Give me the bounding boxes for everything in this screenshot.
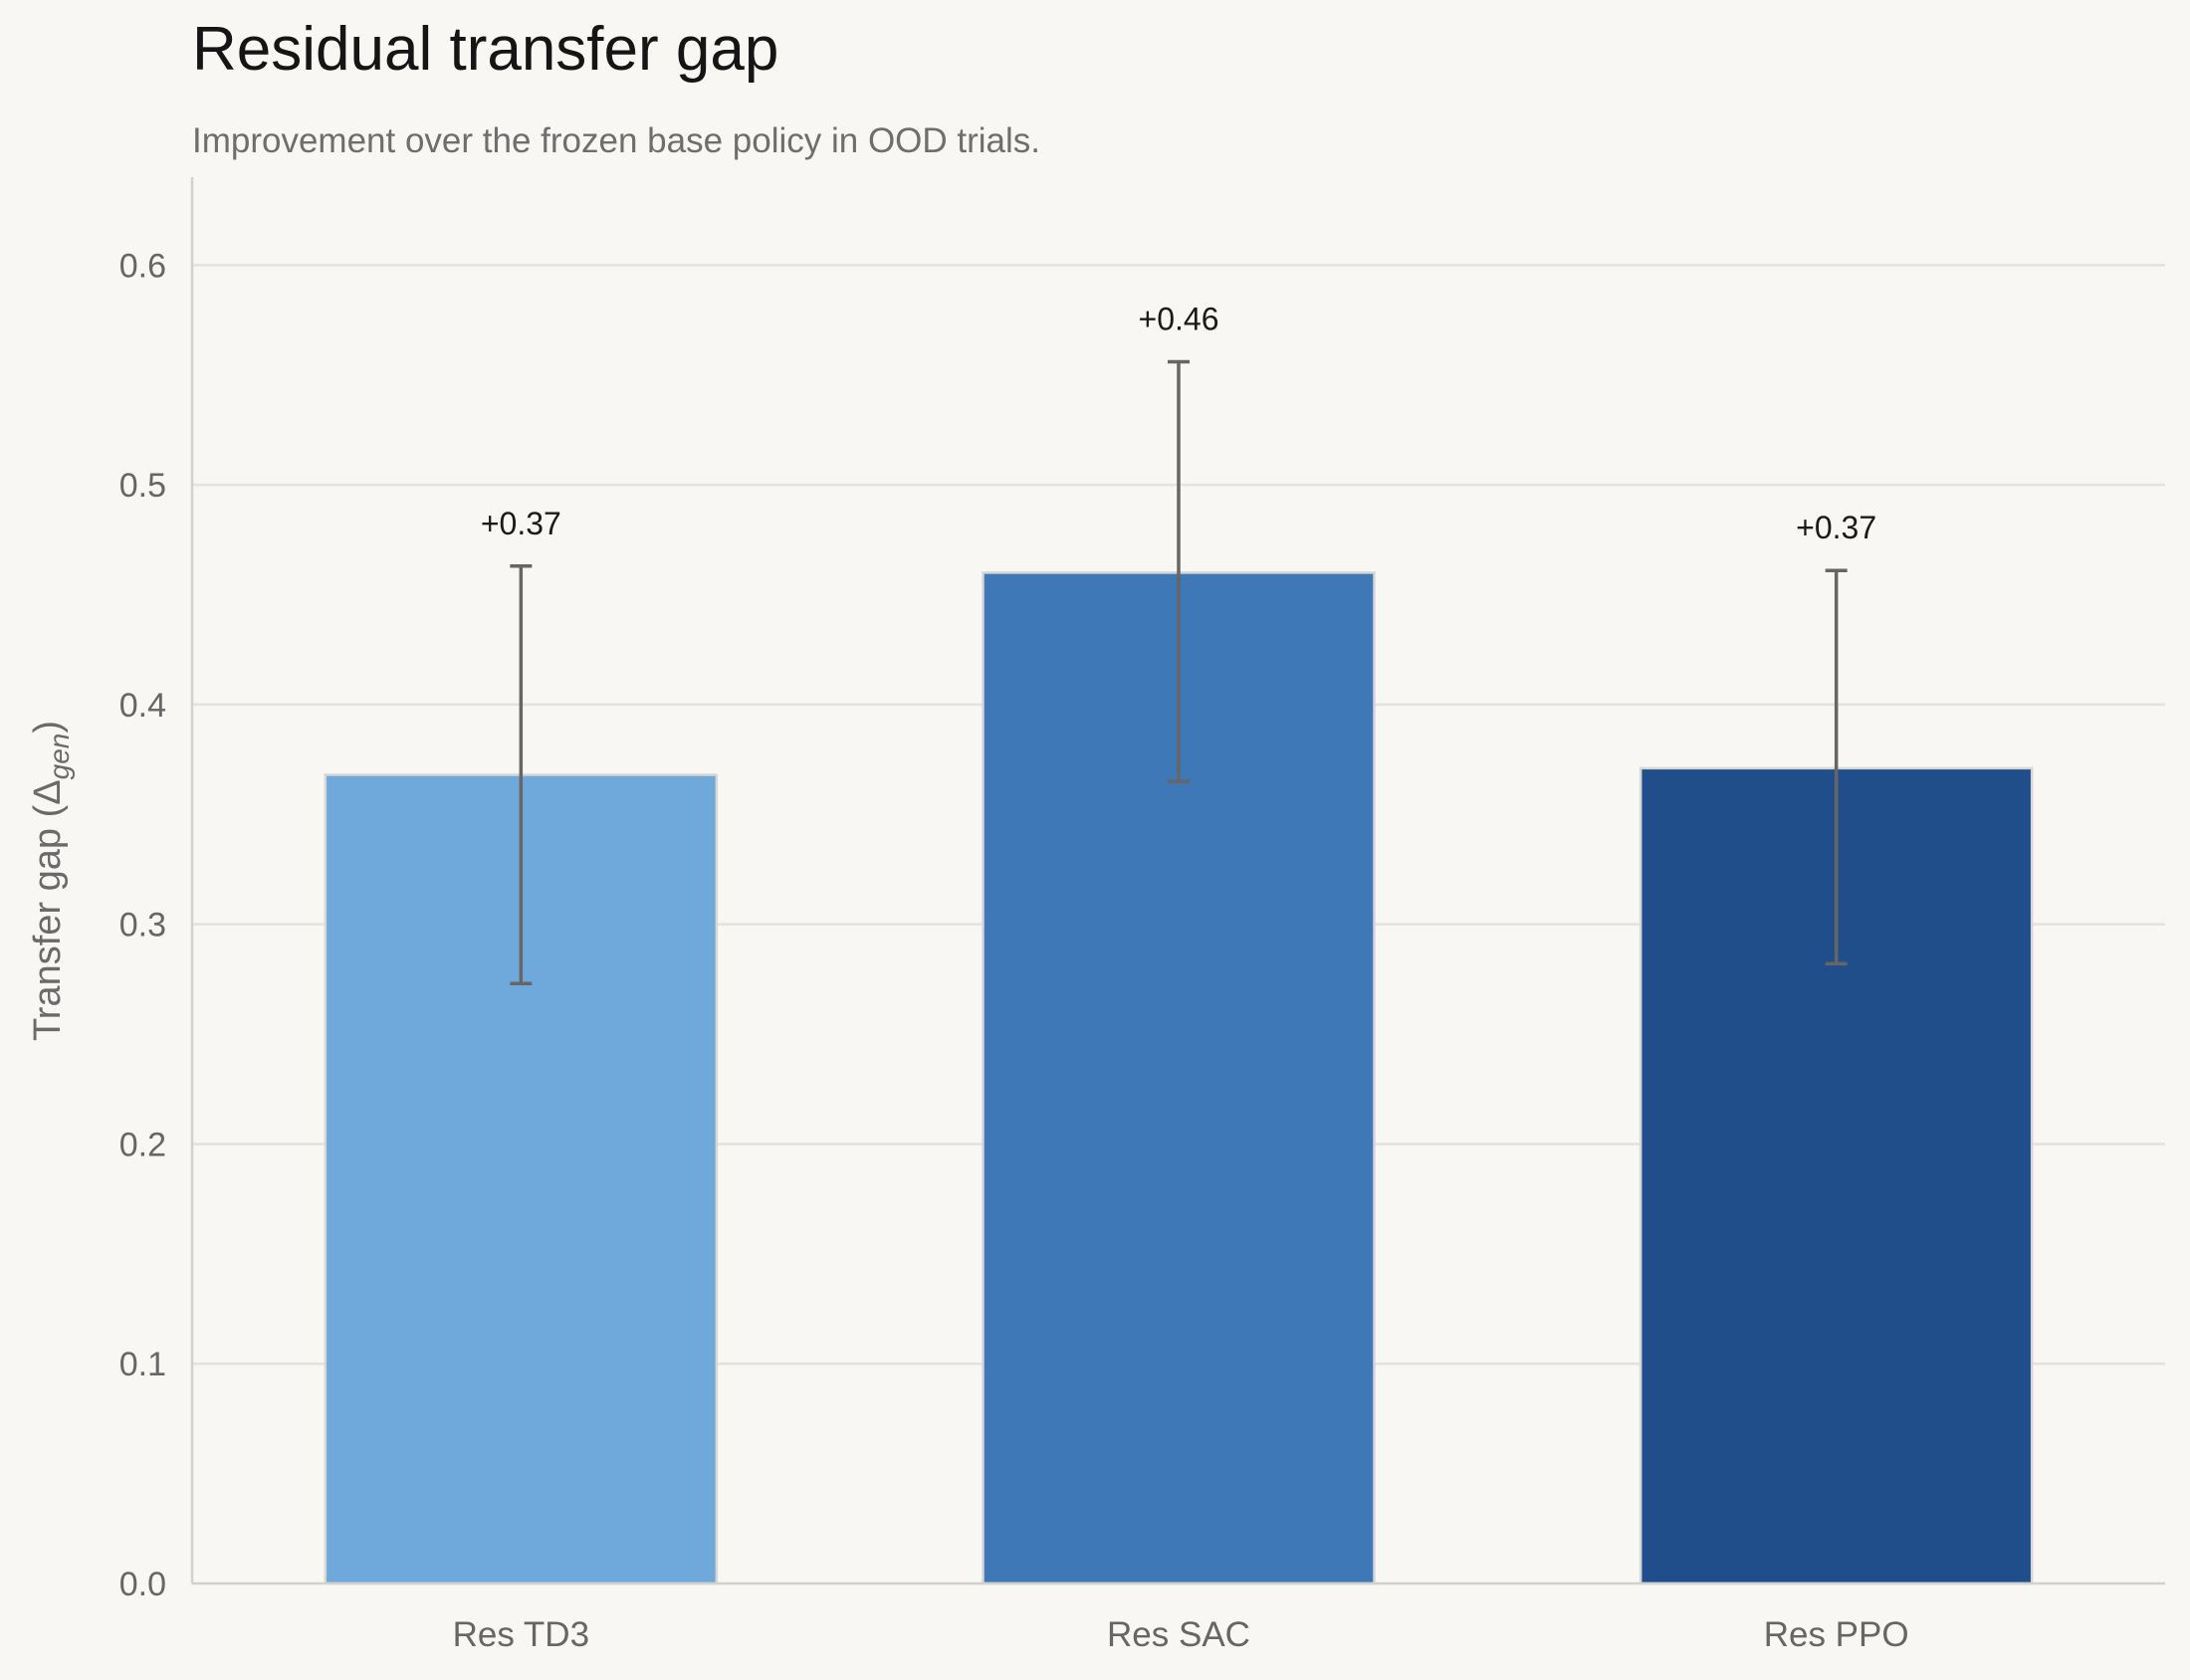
x-tick-labels: Res TD3 Res SAC Res PPO [453, 1615, 1909, 1654]
data-labels: +0.37 +0.46 +0.37 [481, 301, 1876, 545]
error-bars [510, 359, 1848, 986]
error-bar [510, 564, 533, 986]
x-tick-label: Res SAC [1107, 1615, 1250, 1654]
y-tick-labels: 0.0 0.1 0.2 0.3 0.4 0.5 0.6 [119, 247, 166, 1603]
y-tick-label: 0.1 [119, 1346, 166, 1383]
axes [190, 177, 2165, 1585]
y-axis-label: Transfer gap (Δgen) [27, 721, 75, 1041]
error-bar [1168, 359, 1190, 783]
y-tick-label: 0.3 [119, 907, 166, 945]
x-tick-label: Res TD3 [453, 1615, 589, 1654]
data-label: +0.37 [481, 506, 561, 541]
y-tick-label: 0.0 [119, 1566, 166, 1603]
chart-subtitle: Improvement over the frozen base policy … [192, 121, 1041, 160]
x-tick-label: Res PPO [1764, 1615, 1909, 1654]
y-tick-label: 0.5 [119, 467, 166, 505]
y-tick-label: 0.2 [119, 1126, 166, 1163]
y-tick-label: 0.6 [119, 247, 166, 285]
y-tick-label: 0.4 [119, 687, 166, 725]
chart-title: Residual transfer gap [192, 15, 779, 84]
error-bar [1825, 568, 1848, 966]
data-label: +0.37 [1796, 510, 1876, 545]
data-label: +0.46 [1139, 301, 1219, 336]
